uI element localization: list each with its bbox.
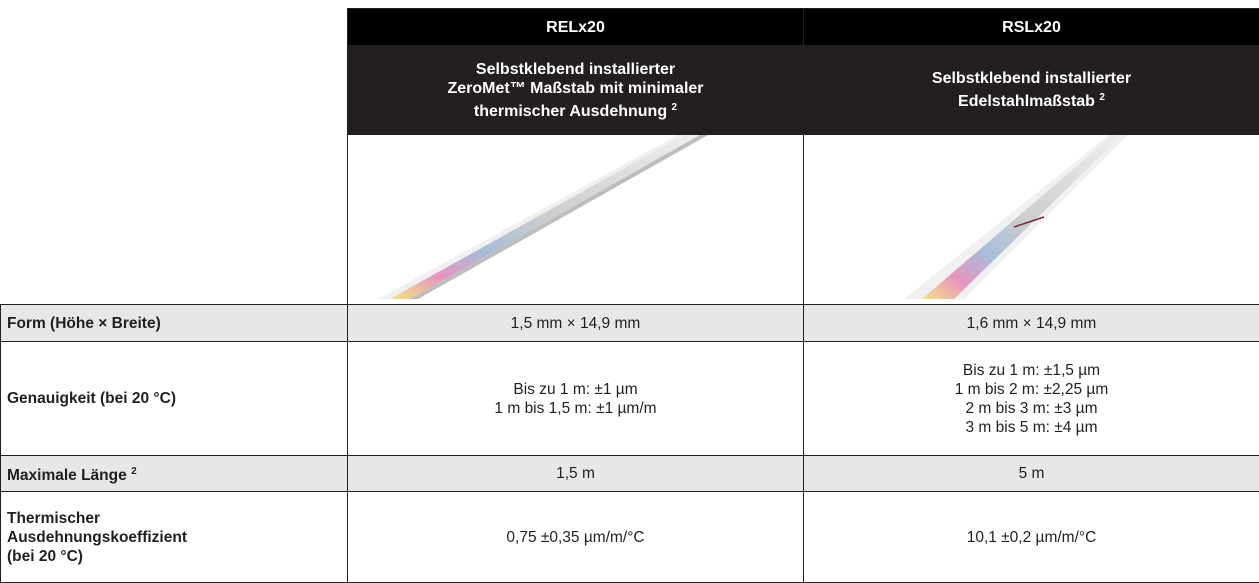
text-line: ZeroMet™ Maßstab mit minimaler [354, 79, 797, 98]
table-row: Form (Höhe × Breite) 1,5 mm × 14,9 mm 1,6 … [1, 305, 1259, 342]
table-row: Maximale Länge 2 1,5 m 5 m [1, 456, 1259, 492]
scale-image [348, 135, 804, 299]
footnote-mark: 2 [131, 466, 137, 477]
row-value: 10,1 ±0,2 µm/m/°C [804, 492, 1259, 583]
column-header: RSLx20 [804, 9, 1259, 46]
row-value: 0,75 ±0,35 µm/m/°C [348, 492, 804, 583]
text-line: 5 m [810, 464, 1253, 483]
text-line: Ausdehnungskoeffizient [7, 528, 341, 547]
text-line: Selbstklebend installierter [810, 69, 1253, 88]
row-value: 5 m [804, 456, 1259, 492]
text-line: Selbstklebend installierter [354, 60, 797, 79]
column-header: RELx20 [348, 9, 804, 46]
table-row: Genauigkeit (bei 20 °C) Bis zu 1 m: ±1 µm… [1, 342, 1259, 456]
text-line: 1,6 mm × 14,9 mm [810, 314, 1253, 333]
row-label: Genauigkeit (bei 20 °C) [1, 342, 348, 456]
text-line: 1 m bis 1,5 m: ±1 µm/m [354, 399, 797, 418]
text-line: (bei 20 °C) [7, 547, 341, 566]
text-line: 1,5 m [354, 464, 797, 483]
row-label: Form (Höhe × Breite) [1, 305, 348, 342]
scale-image [804, 135, 1259, 299]
row-label: Maximale Länge 2 [1, 456, 348, 492]
text-line: Bis zu 1 m: ±1 µm [354, 380, 797, 399]
text-line: Bis zu 1 m: ±1,5 µm [810, 361, 1253, 380]
text-line: 1 m bis 2 m: ±2,25 µm [810, 380, 1253, 399]
row-value: 1,6 mm × 14,9 mm [804, 305, 1259, 342]
text-line: Form (Höhe × Breite) [7, 314, 341, 333]
footnote-mark: 2 [672, 102, 678, 113]
product-image-cell [348, 135, 804, 305]
text-line: 10,1 ±0,2 µm/m/°C [810, 528, 1253, 547]
text-line: 3 m bis 5 m: ±4 µm [810, 418, 1253, 437]
row-value: 1,5 mm × 14,9 mm [348, 305, 804, 342]
text-line: Edelstahlmaßstab 2 [810, 88, 1253, 111]
product-image-cell [804, 135, 1259, 305]
text-line: thermischer Ausdehnung 2 [354, 98, 797, 121]
text-line: 2 m bis 3 m: ±3 µm [810, 399, 1253, 418]
text-line: 1,5 mm × 14,9 mm [354, 314, 797, 333]
row-value: 1,5 m [348, 456, 804, 492]
text-line: Thermischer [7, 509, 341, 528]
text-line: Genauigkeit (bei 20 °C) [7, 389, 341, 408]
text-line: 0,75 ±0,35 µm/m/°C [354, 528, 797, 547]
text-line: Maximale Länge 2 [7, 462, 341, 485]
footnote-mark: 2 [1099, 92, 1105, 103]
